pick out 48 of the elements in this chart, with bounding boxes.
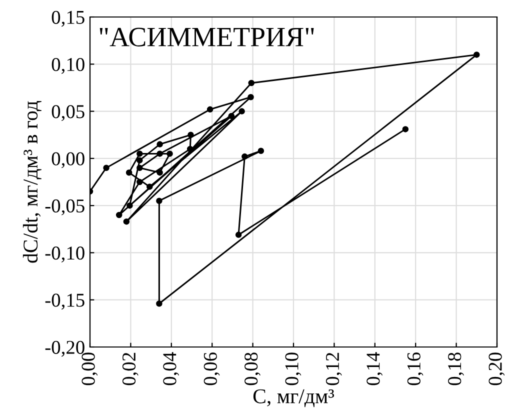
point — [136, 164, 143, 171]
point — [258, 148, 264, 154]
y-tick-label: 0,05 — [52, 105, 84, 122]
point — [156, 150, 163, 157]
point — [242, 153, 248, 160]
y-tick-label: -0,10 — [45, 246, 84, 262]
x-tick-label: 0,04 — [163, 352, 180, 386]
point — [126, 169, 132, 176]
y-tick-label: 0,00 — [52, 152, 84, 168]
point — [248, 94, 254, 100]
annotation: "АСИММЕТРИЯ" — [100, 28, 314, 46]
point — [123, 218, 130, 225]
point — [136, 150, 143, 157]
x-tick-label: 0,06 — [204, 352, 220, 386]
x-tick-label: 0,18 — [448, 352, 464, 386]
point — [235, 232, 242, 238]
point — [188, 132, 194, 138]
point — [156, 198, 162, 204]
x-tick-label: 0,12 — [326, 352, 342, 386]
point — [156, 141, 163, 148]
point — [146, 184, 153, 190]
x-tick-label: 0,10 — [285, 352, 302, 386]
point — [136, 157, 143, 164]
point — [228, 112, 235, 120]
point — [156, 169, 163, 176]
y-tick-label: 0,15 — [52, 10, 84, 27]
point — [186, 146, 194, 152]
point — [156, 300, 162, 307]
x-tick-label: 0,20 — [488, 352, 505, 386]
point — [402, 126, 409, 132]
x-tick-label: 0,16 — [407, 352, 424, 386]
y-axis-title: dC/dt, мг/дм³ в год — [22, 100, 42, 263]
x-axis-title: C, мг/дм³ — [253, 389, 334, 408]
point — [248, 80, 254, 86]
point — [474, 52, 480, 58]
x-tick-label: 0,02 — [122, 352, 138, 386]
point — [206, 106, 214, 113]
y-tick-label: -0,15 — [45, 294, 84, 310]
point — [103, 164, 110, 171]
y-tick-label: -0,05 — [45, 199, 84, 216]
x-tick-label: 0,14 — [366, 352, 383, 386]
point — [126, 202, 133, 209]
point — [166, 150, 173, 157]
point — [238, 108, 245, 114]
y-tick-label: 0,10 — [52, 58, 84, 74]
point — [116, 212, 122, 218]
point — [136, 178, 143, 186]
x-tick-label: 0,08 — [244, 352, 260, 386]
